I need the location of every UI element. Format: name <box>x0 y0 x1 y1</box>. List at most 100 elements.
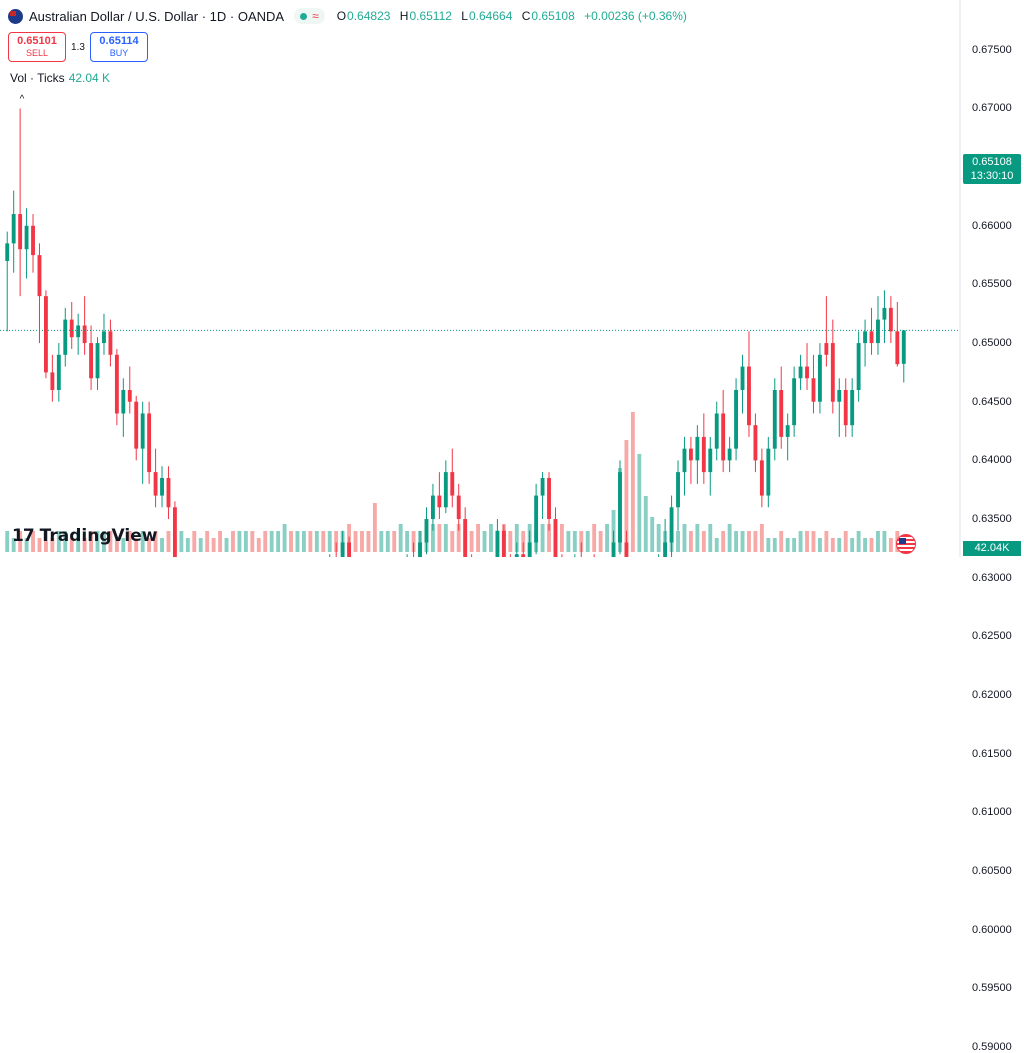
volume-bar <box>211 538 216 552</box>
volume-bar <box>5 531 10 552</box>
candle-body <box>901 330 906 364</box>
volume-bar <box>850 538 855 552</box>
volume-bar <box>830 538 835 552</box>
candle-body <box>31 225 35 256</box>
volume-bar <box>430 524 435 552</box>
volume-bar <box>405 531 410 552</box>
candle-body <box>734 389 739 449</box>
candle-body <box>495 530 500 557</box>
buy-label: BUY <box>109 48 129 58</box>
price-tick-label: 0.67500 <box>972 43 1012 56</box>
volume-bar <box>521 531 526 552</box>
volume-bar <box>759 524 764 552</box>
candle-body <box>5 243 10 261</box>
candle-body <box>456 495 461 520</box>
exchange[interactable]: OANDA <box>237 8 285 24</box>
candle-body <box>850 389 855 426</box>
ohlc-open-key: O <box>336 9 347 23</box>
volume-legend-label: Vol · Ticks <box>10 71 65 85</box>
tradingview-logo-icon: 17 <box>12 526 35 546</box>
price-tick-label: 0.64500 <box>972 395 1012 408</box>
price-tick-label: 0.59500 <box>972 982 1012 995</box>
candle-body <box>172 507 177 557</box>
volume-bar <box>598 531 603 552</box>
ohlc-high-key: H <box>399 9 409 23</box>
volume-bar <box>792 538 797 552</box>
candle-body <box>876 319 880 344</box>
buy-button[interactable]: 0.65114 BUY <box>90 32 148 62</box>
candle-body <box>540 477 545 496</box>
volume-axis-badge: 42.04K <box>963 541 1021 556</box>
volume-bar <box>398 524 403 552</box>
interval[interactable]: 1D <box>209 8 227 24</box>
candle-body <box>134 401 139 449</box>
candle-body <box>759 460 764 496</box>
candle-body <box>166 477 171 508</box>
candle-body <box>843 389 848 426</box>
volume-bar <box>585 531 590 552</box>
volume-bar <box>295 531 300 552</box>
volume-bar <box>289 531 293 552</box>
candle-body <box>82 325 87 344</box>
volume-bar <box>785 538 790 552</box>
volume-bar <box>56 531 61 552</box>
candle-body <box>418 542 422 557</box>
candle-body <box>792 378 797 426</box>
price-tick-label: 0.60500 <box>972 864 1012 877</box>
volume-bar <box>869 538 874 552</box>
ohlc-close-key: C <box>521 9 531 23</box>
candle-body <box>676 472 680 508</box>
ohlc-open-value: 0.64823 <box>347 9 391 23</box>
volume-bar <box>18 531 23 552</box>
candle-body <box>798 366 803 379</box>
volume-legend[interactable]: Vol · Ticks 42.04 K <box>10 71 110 85</box>
candle-body <box>611 542 616 557</box>
tradingview-logo[interactable]: 17 TradingView <box>12 526 157 546</box>
last-price-value: 0.65108 <box>972 156 1012 168</box>
volume-bar <box>327 531 332 552</box>
symbol-name[interactable]: Australian Dollar / U.S. Dollar <box>29 8 199 24</box>
candle-body <box>895 331 900 365</box>
volume-bar <box>456 524 461 552</box>
candle-body <box>437 495 442 508</box>
candle-body <box>69 319 74 338</box>
candle-body <box>521 554 526 557</box>
volume-bar <box>695 524 700 552</box>
price-chart[interactable] <box>0 0 1024 557</box>
candle-body <box>11 214 16 244</box>
candle-body <box>721 413 726 461</box>
separator: · <box>229 8 235 24</box>
volume-bar <box>179 531 184 552</box>
candle-body <box>785 425 790 437</box>
volume-bar <box>63 531 68 552</box>
candle-body <box>121 389 126 414</box>
volume-bar <box>360 531 364 552</box>
sell-button[interactable]: 0.65101 SELL <box>8 32 66 62</box>
volume-bar <box>205 531 210 552</box>
candle-body <box>817 354 822 402</box>
volume-bar <box>263 531 268 552</box>
ohlc-high-value: 0.65112 <box>409 9 452 23</box>
chevron-up-icon[interactable]: ^ <box>19 94 25 105</box>
volume-bar <box>888 538 893 552</box>
spread-value: 1.3 <box>71 41 85 53</box>
volume-bar <box>411 531 416 552</box>
volume-bar <box>779 531 784 552</box>
buy-price: 0.65114 <box>99 35 139 47</box>
volume-bar <box>624 440 629 552</box>
market-status-pill[interactable]: ≈ <box>294 8 325 24</box>
candle-body <box>863 331 868 344</box>
candle-body <box>527 542 532 557</box>
price-tick-label: 0.64000 <box>972 454 1012 467</box>
price-tick-label: 0.63000 <box>972 571 1012 584</box>
volume-bar <box>160 538 164 552</box>
volume-bar <box>747 531 751 552</box>
candle-body <box>753 425 758 461</box>
candle-body <box>501 530 506 557</box>
candle-body <box>856 343 861 390</box>
volume-bar <box>708 524 713 552</box>
status-wave-icon: ≈ <box>312 9 319 23</box>
candle-body <box>740 366 745 390</box>
last-price-label: 0.65108 13:30:10 <box>963 154 1021 184</box>
volume-bar <box>250 531 255 552</box>
